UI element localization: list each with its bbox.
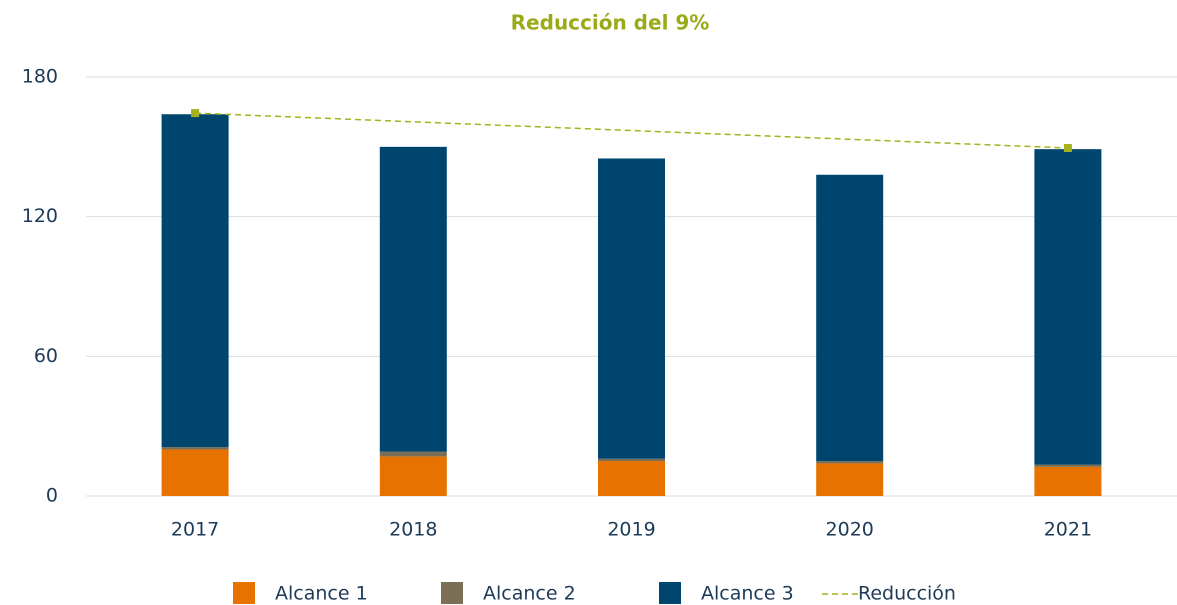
bar-segment — [1034, 464, 1102, 467]
bar-segment — [161, 449, 229, 496]
legend-swatch — [233, 582, 255, 604]
y-tick-label: 180 — [22, 66, 58, 88]
bar-segment — [379, 146, 447, 452]
legend-swatch — [441, 582, 463, 604]
bar-segment — [379, 456, 447, 496]
x-tick-label: 2018 — [389, 519, 437, 541]
x-tick-label: 2021 — [1044, 519, 1092, 541]
reduction-line — [195, 112, 1068, 149]
y-tick-label: 60 — [34, 345, 58, 367]
chart-title: Reducción del 9% — [511, 11, 710, 35]
legend-label: Alcance 3 — [701, 583, 794, 605]
legend-swatch — [659, 582, 681, 604]
legend-label: Alcance 2 — [483, 583, 576, 605]
legend-label: Reducción — [858, 583, 956, 605]
legend-label: Alcance 1 — [275, 583, 368, 605]
bar-segment — [816, 174, 884, 462]
y-tick-label: 0 — [46, 485, 58, 507]
bar-segment — [598, 461, 665, 496]
bar-segment — [379, 451, 447, 457]
bar-segment — [161, 447, 229, 450]
bar-segment — [161, 114, 229, 448]
bar-segment — [816, 463, 884, 496]
bar-segment — [816, 461, 884, 464]
x-tick-label: 2017 — [171, 519, 219, 541]
x-tick-label: 2020 — [826, 519, 874, 541]
bar-segment — [598, 158, 665, 459]
x-tick-label: 2019 — [607, 519, 655, 541]
bar-segment — [1034, 466, 1102, 496]
reduction-point — [191, 109, 200, 118]
y-tick-label: 120 — [22, 205, 58, 227]
bar-segment — [598, 458, 665, 462]
bar-segment — [1034, 149, 1102, 465]
reduction-point — [1063, 143, 1072, 152]
